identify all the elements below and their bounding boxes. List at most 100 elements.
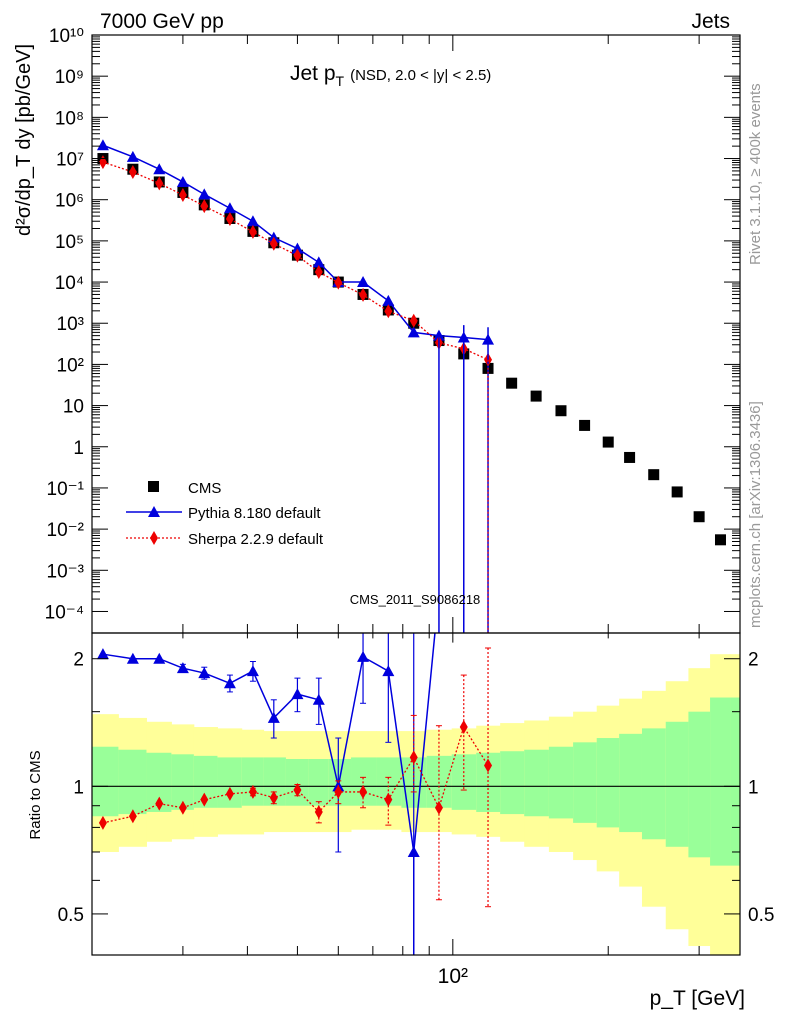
ratio-point-0: [246, 665, 259, 677]
y-tick-label: 10⁷: [56, 150, 84, 171]
ratio-y-tick-label-right: 2: [748, 650, 759, 671]
band-inner-bin: [451, 754, 477, 810]
data-point-2: [225, 211, 234, 226]
header-left: 7000 GeV pp: [100, 10, 224, 33]
ratio-point-0: [291, 688, 304, 700]
ratio-point-0: [223, 677, 236, 689]
data-point-0: [579, 419, 591, 431]
data-point-2: [128, 165, 137, 180]
legend: CMS Pythia 8.180 default Sherpa 2.2.9 de…: [126, 480, 324, 548]
analysis-watermark: CMS_2011_S9086218: [350, 592, 481, 607]
band-inner-bin: [500, 751, 525, 815]
ratio-point-1: [248, 784, 257, 799]
ratio-y-tick-label: 1: [73, 777, 84, 798]
ratio-y-tick-label-right: 1: [748, 777, 759, 798]
ratio-point-0: [407, 845, 420, 857]
data-point-0: [530, 390, 542, 402]
data-point-1: [246, 215, 259, 227]
data-point-0: [602, 436, 614, 448]
data-point-0: [693, 511, 705, 523]
band-inner-bin: [710, 697, 731, 866]
ratio-point-1: [98, 815, 107, 830]
band-inner-bin: [665, 721, 689, 847]
main-title: Jet pT (NSD, 2.0 < |y| < 2.5): [290, 62, 491, 89]
ratio-point-0: [176, 662, 189, 674]
header-right: Jets: [691, 10, 730, 33]
ratio-point-1: [409, 750, 418, 765]
y-tick-label: 10⁻²: [47, 520, 85, 541]
ratio-point-0: [153, 652, 166, 664]
ratio-panel: [96, 633, 493, 955]
data-point-1: [198, 188, 211, 200]
mcplots-label: mcplots.cern.ch [arXiv:1306.3436]: [747, 401, 764, 628]
data-point-1: [153, 163, 166, 175]
data-point-1: [357, 276, 370, 288]
y-tick-label: 10⁻³: [47, 561, 85, 582]
ratio-point-0: [382, 665, 395, 677]
data-point-0: [714, 534, 726, 546]
data-point-2: [269, 236, 278, 251]
band-inner-bin: [619, 733, 643, 833]
ratio-uncertainty-bands: [92, 654, 740, 955]
band-inner-bin: [351, 757, 377, 806]
ratio-point-1: [225, 786, 234, 801]
band-inner-bin: [171, 754, 195, 810]
data-point-1: [432, 329, 445, 341]
rivet-label: Rivet 3.1.10, ≥ 400k events: [747, 83, 764, 265]
band-inner-bin: [596, 738, 620, 828]
y-tick-label: 10⁻⁴: [45, 602, 84, 623]
y-tick-label: 10³: [57, 314, 84, 335]
y-tick-label: 1: [73, 438, 84, 459]
data-point-2: [155, 176, 164, 191]
series-line-1: [102, 144, 489, 341]
ratio-y-axis-label: Ratio to CMS: [27, 750, 44, 839]
data-point-2: [178, 188, 187, 203]
ratio-point-1: [434, 800, 443, 815]
ratio-y-tick-label: 2: [73, 650, 84, 671]
ratio-point-1: [459, 720, 468, 735]
data-point-1: [96, 139, 109, 151]
series-line-2: [102, 161, 489, 361]
y-tick-label: 10: [63, 397, 84, 418]
data-point-2: [409, 313, 418, 328]
x-tick-label: 10²: [438, 965, 468, 988]
data-point-1: [312, 256, 325, 268]
x-axis-label: p_T [GeV]: [650, 987, 745, 1010]
ratio-point-1: [484, 758, 493, 773]
data-point-0: [624, 451, 636, 463]
legend-marker-cms: [148, 481, 159, 492]
ratio-point-1: [314, 804, 323, 819]
ratio-point-1: [334, 784, 343, 799]
data-point-0: [555, 405, 567, 417]
y-tick-label: 10⁴: [55, 273, 84, 294]
main-panel: [96, 139, 726, 633]
data-point-2: [334, 275, 343, 290]
data-point-0: [671, 486, 683, 498]
y-tick-label: 10¹⁰: [49, 26, 84, 47]
band-inner-bin: [524, 749, 550, 817]
data-point-2: [248, 224, 257, 239]
band-inner-bin: [548, 746, 574, 819]
ratio-point-0: [198, 667, 211, 679]
band-inner-bin: [285, 759, 309, 806]
main-y-axis-label: d²σ/dp_T dy [pb/GeV]: [13, 44, 35, 236]
band-inner-bin: [573, 742, 598, 823]
data-point-0: [506, 377, 518, 389]
ratio-point-0: [267, 711, 280, 723]
ratio-y-tick-label-right: 0.5: [748, 905, 774, 926]
ratio-y-tick-label: 0.5: [58, 905, 84, 926]
ratio-point-0: [357, 650, 370, 662]
band-inner-bin: [641, 728, 667, 840]
band-inner-bin: [92, 746, 119, 817]
ratio-point-0: [96, 648, 109, 660]
band-inner-bin: [688, 711, 711, 858]
ratio-point-0: [126, 652, 139, 664]
legend-marker-pythia: [148, 506, 160, 517]
legend-label-pythia: Pythia 8.180 default: [188, 505, 321, 522]
ratio-point-1: [269, 790, 278, 805]
y-tick-label: 10²: [57, 355, 84, 376]
ratio-point-1: [359, 784, 368, 799]
band-inner-bin: [308, 759, 330, 806]
data-point-2: [314, 265, 323, 280]
